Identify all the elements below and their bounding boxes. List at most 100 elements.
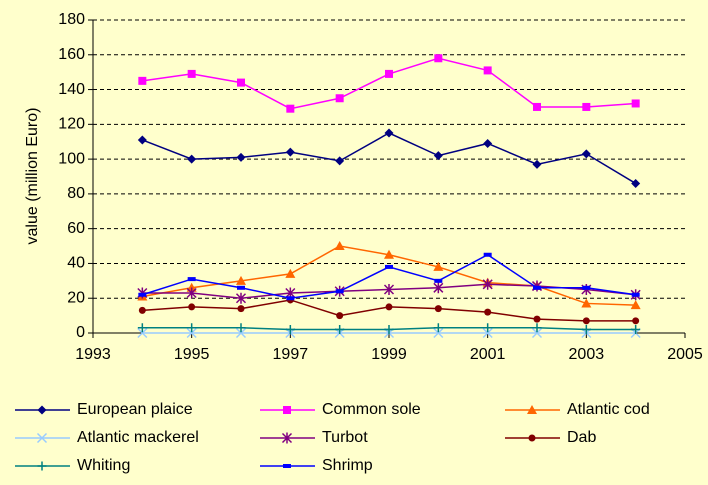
marker xyxy=(581,325,591,335)
marker xyxy=(582,285,591,290)
y-tick-label: 180 xyxy=(58,11,85,28)
marker xyxy=(187,323,197,333)
marker xyxy=(237,285,245,290)
marker xyxy=(482,327,493,339)
legend-label: Turbot xyxy=(322,429,368,446)
series-line xyxy=(142,132,637,185)
marker xyxy=(433,282,444,294)
marker xyxy=(283,406,291,414)
marker xyxy=(137,327,148,339)
marker xyxy=(384,128,394,138)
marker xyxy=(482,278,493,290)
y-tick-label: 100 xyxy=(58,150,85,167)
marker xyxy=(434,54,443,63)
marker xyxy=(433,327,444,339)
marker xyxy=(433,151,443,161)
marker xyxy=(187,277,196,282)
y-axis-label: value (million Euro) xyxy=(24,108,41,245)
marker xyxy=(528,434,536,442)
marker xyxy=(37,405,47,415)
marker xyxy=(334,241,345,251)
marker xyxy=(281,432,293,444)
marker xyxy=(236,323,246,333)
marker xyxy=(631,99,640,108)
marker xyxy=(632,317,640,325)
y-tick-label: 60 xyxy=(67,220,85,237)
legend-label: Atlantic mackerel xyxy=(77,429,199,446)
marker xyxy=(188,303,196,311)
marker xyxy=(527,405,537,414)
marker xyxy=(385,303,393,311)
marker xyxy=(36,432,48,444)
x-tick-label: 1999 xyxy=(371,346,407,363)
marker xyxy=(286,104,295,113)
marker xyxy=(236,275,246,285)
y-tick-label: 140 xyxy=(58,81,85,98)
marker xyxy=(631,178,641,188)
y-tick-label: 0 xyxy=(76,324,85,341)
x-tick-label: 2001 xyxy=(470,346,506,363)
legend-label: Shrimp xyxy=(322,457,373,474)
marker xyxy=(582,102,591,111)
marker xyxy=(335,156,345,166)
marker xyxy=(235,327,247,339)
marker xyxy=(533,102,541,111)
marker xyxy=(285,268,296,278)
marker xyxy=(335,325,345,335)
marker xyxy=(532,323,542,333)
marker xyxy=(286,296,295,301)
marker xyxy=(582,317,590,325)
marker xyxy=(137,135,147,145)
x-tick-label: 1993 xyxy=(75,346,111,363)
x-tick-label: 1995 xyxy=(174,346,210,363)
marker xyxy=(137,323,147,333)
y-tick-label: 40 xyxy=(67,255,85,272)
series-line xyxy=(142,57,636,110)
marker xyxy=(484,308,492,316)
marker xyxy=(581,149,591,159)
marker xyxy=(533,315,541,323)
marker xyxy=(335,289,344,294)
marker xyxy=(533,285,541,290)
x-tick-label: 2003 xyxy=(569,346,605,363)
marker xyxy=(483,323,493,333)
marker xyxy=(483,138,493,148)
marker xyxy=(383,284,395,296)
marker xyxy=(581,298,592,308)
marker xyxy=(630,300,641,310)
legend-label: Atlantic cod xyxy=(567,401,650,418)
marker xyxy=(187,154,197,164)
marker xyxy=(335,94,344,103)
marker xyxy=(631,325,641,335)
marker xyxy=(483,252,492,257)
y-tick-label: 20 xyxy=(67,289,85,306)
marker xyxy=(434,305,442,313)
x-tick-label: 1997 xyxy=(273,346,309,363)
marker xyxy=(532,159,542,169)
marker xyxy=(433,261,444,271)
legend-label: European plaice xyxy=(77,401,193,418)
legend-label: Dab xyxy=(567,429,596,446)
marker xyxy=(138,292,147,297)
y-tick-label: 80 xyxy=(67,185,85,202)
marker xyxy=(237,78,245,87)
marker xyxy=(186,287,197,299)
marker xyxy=(434,278,443,283)
marker xyxy=(187,69,196,78)
marker xyxy=(385,264,393,269)
legend-label: Common sole xyxy=(322,401,421,418)
x-tick-label: 2005 xyxy=(667,346,703,363)
marker xyxy=(384,249,394,259)
marker xyxy=(336,312,344,320)
marker xyxy=(283,464,291,468)
marker xyxy=(285,325,295,335)
marker xyxy=(37,461,47,471)
marker xyxy=(235,292,247,304)
marker xyxy=(531,327,543,339)
legend-label: Whiting xyxy=(77,457,130,474)
marker xyxy=(186,327,197,339)
marker xyxy=(236,152,246,162)
marker xyxy=(631,292,640,297)
marker xyxy=(138,306,146,314)
